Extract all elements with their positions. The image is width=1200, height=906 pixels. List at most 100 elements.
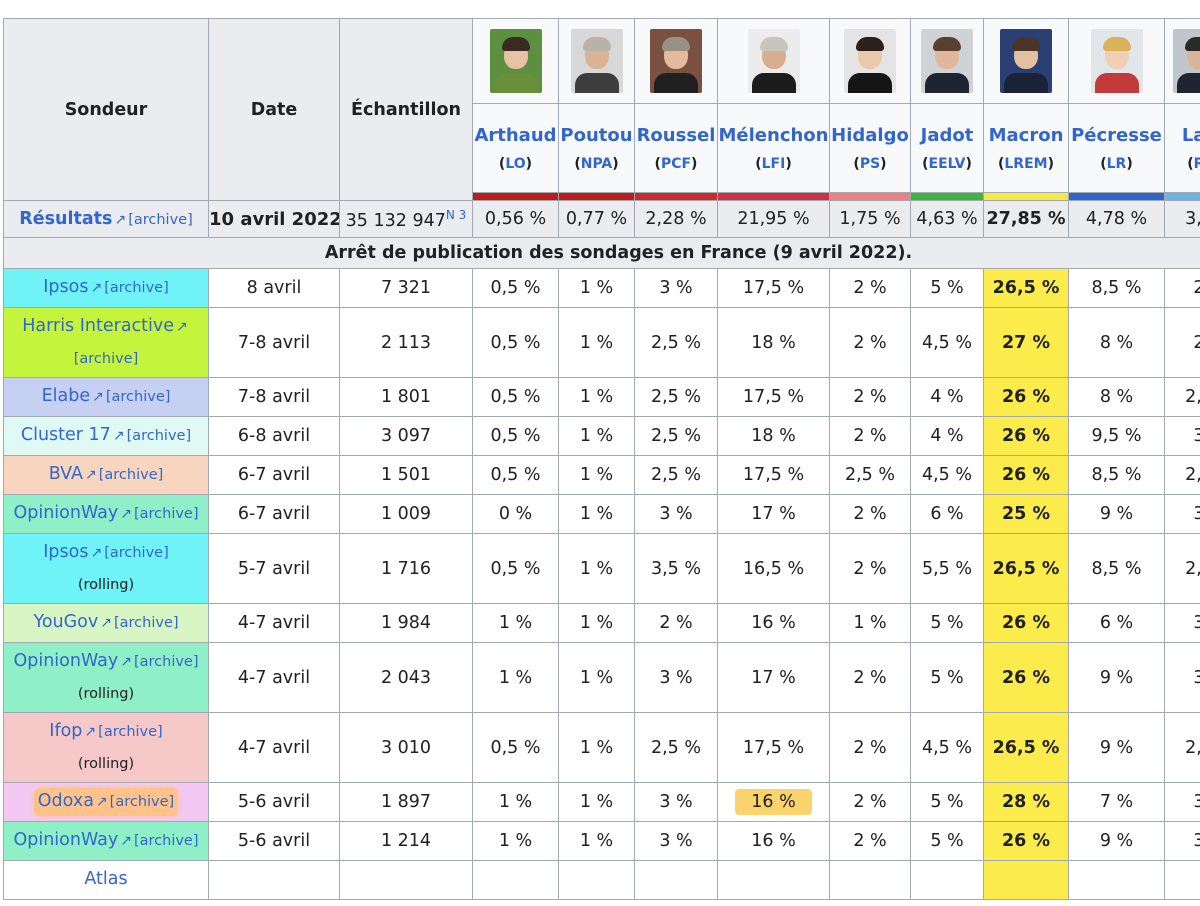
- header-sondeur[interactable]: Sondeur: [3, 18, 209, 201]
- poll-date: 6-8 avril: [208, 416, 340, 456]
- header-date[interactable]: Date: [208, 18, 340, 201]
- poll-row: Harris Interactive ↗[archive] 7-8 avril 2 1…: [3, 307, 1200, 378]
- poll-sample: 1 716: [339, 533, 473, 604]
- poll-value: 0,5 %: [472, 268, 559, 308]
- poll-value: 6 %: [1068, 603, 1165, 643]
- archive-link[interactable]: [archive]: [113, 615, 179, 632]
- candidate-name-link[interactable]: Macron: [988, 125, 1064, 146]
- party-color-bar: [634, 192, 718, 201]
- results-link[interactable]: Résultats: [19, 209, 113, 229]
- party-link[interactable]: PS: [859, 155, 881, 172]
- candidate-photo[interactable]: [489, 29, 542, 93]
- candidate-name-link[interactable]: Pécresse: [1071, 125, 1162, 146]
- candidate-photo[interactable]: [570, 29, 623, 93]
- pollster-link[interactable]: Ifop: [49, 721, 83, 741]
- pollster-link[interactable]: Ipsos: [43, 542, 89, 562]
- external-link-icon: ↗: [95, 794, 108, 811]
- party-link[interactable]: NPA: [580, 155, 613, 172]
- poll-value-text: 1 %: [579, 831, 614, 851]
- poll-value-text: 18 %: [751, 426, 796, 446]
- pollster-cell: Odoxa ↗ [archive]: [3, 782, 209, 822]
- poll-value-text: 3: [1193, 668, 1200, 688]
- archive-link[interactable]: [archive]: [104, 545, 169, 561]
- results-note-link[interactable]: N 3: [445, 207, 467, 222]
- party-link[interactable]: LFI: [761, 155, 786, 172]
- candidate-header: Arthaud (LO): [472, 103, 559, 193]
- poll-value: 3 %: [634, 494, 718, 534]
- pollster-link[interactable]: Atlas: [84, 869, 128, 890]
- candidate-photo[interactable]: [921, 29, 973, 93]
- poll-value-text: 9 %: [1099, 504, 1134, 524]
- candidate-name-link[interactable]: Arthaud: [474, 125, 557, 146]
- poll-value: 26 %: [983, 455, 1069, 495]
- archive-link[interactable]: [archive]: [133, 833, 199, 850]
- candidate-photo[interactable]: [650, 29, 702, 93]
- party-link[interactable]: LREM: [1004, 155, 1048, 172]
- candidate-name-link[interactable]: Las: [1181, 125, 1200, 146]
- archive-link[interactable]: [archive]: [133, 654, 199, 670]
- poll-value: 3: [1164, 821, 1200, 861]
- archive-link[interactable]: [archive]: [133, 506, 199, 523]
- archive-link[interactable]: [archive]: [109, 794, 175, 811]
- candidate-name-link[interactable]: Hidalgo: [831, 125, 909, 146]
- poll-value-text: 26,5 %: [992, 558, 1060, 579]
- candidate-photo[interactable]: [844, 29, 896, 93]
- poll-value-text: 1 %: [498, 831, 533, 851]
- candidate-name-link[interactable]: Roussel: [636, 125, 716, 146]
- poll-value-text: 1 %: [579, 558, 614, 579]
- candidate-name-link[interactable]: Jadot: [920, 125, 974, 146]
- archive-link[interactable]: [archive]: [104, 280, 169, 297]
- pollster-label-group: OpinionWay ↗ [archive]: [13, 503, 198, 523]
- poll-value: 5 %: [910, 782, 984, 822]
- poll-row: OpinionWay ↗ [archive] 5-6 avril 1 214 1 % 1 %…: [3, 821, 1200, 861]
- poll-value-text: 2 %: [853, 667, 887, 688]
- pollster-link[interactable]: Elabe: [41, 386, 91, 407]
- pollster-cell: Harris Interactive ↗ [archive]: [3, 307, 209, 378]
- poll-value: 1 %: [472, 603, 559, 643]
- poll-value: 2 %: [829, 268, 911, 308]
- candidate-photo[interactable]: [747, 29, 800, 93]
- external-link-icon: ↗: [112, 428, 125, 445]
- pollster-link[interactable]: OpinionWay: [13, 651, 119, 671]
- party-link[interactable]: EELV: [928, 155, 966, 172]
- pollster-link[interactable]: Ipsos: [43, 277, 89, 298]
- archive-link[interactable]: [archive]: [73, 350, 139, 367]
- pollster-link[interactable]: Cluster 17: [20, 425, 111, 446]
- pollster-link[interactable]: YouGov: [33, 612, 99, 633]
- candidate-photo[interactable]: [1090, 29, 1143, 93]
- pollster-link[interactable]: Harris Interactive: [22, 316, 175, 336]
- poll-value: 26,5 %: [983, 268, 1069, 308]
- candidate-name-link[interactable]: Poutou: [560, 125, 633, 146]
- results-sample: 35 132 947N 3: [339, 200, 473, 238]
- candidate-party: (EELV): [922, 155, 972, 172]
- poll-sample: 1 984: [339, 603, 473, 643]
- party-link[interactable]: LO: [505, 155, 526, 172]
- poll-value: 2,5 %: [634, 377, 718, 417]
- candidate-photo[interactable]: [1000, 29, 1052, 93]
- external-link-icon: ↗: [120, 506, 132, 523]
- archive-link[interactable]: [archive]: [126, 428, 192, 445]
- archive-link[interactable]: [archive]: [105, 389, 171, 406]
- poll-date: 5-6 avril: [208, 821, 340, 861]
- party-link[interactable]: LR: [1106, 155, 1127, 172]
- header-echantillon[interactable]: Échantillon: [339, 18, 473, 201]
- pollster-link[interactable]: Odoxa: [37, 791, 94, 812]
- poll-value-text: 8,5 %: [1091, 465, 1142, 485]
- candidate-name-link[interactable]: Mélenchon: [718, 125, 829, 146]
- party-link[interactable]: R: [1194, 156, 1200, 172]
- pollster-link[interactable]: BVA: [48, 464, 83, 485]
- pollster-link[interactable]: OpinionWay: [13, 830, 119, 851]
- poll-value: 3: [1164, 782, 1200, 822]
- pollster-link[interactable]: OpinionWay: [13, 503, 119, 524]
- candidate-party: (LFI): [755, 155, 792, 172]
- archive-link[interactable]: [archive]: [98, 724, 163, 740]
- poll-value-text: 2 %: [853, 558, 887, 579]
- party-link[interactable]: PCF: [660, 155, 692, 172]
- poll-value: 2,5: [1164, 533, 1200, 604]
- archive-link[interactable]: [archive]: [98, 467, 164, 484]
- results-archive-link[interactable]: [archive]: [128, 212, 193, 228]
- poll-value-text: 0,5 %: [490, 387, 541, 407]
- poll-value: 3,5 %: [634, 533, 718, 604]
- poll-row: Ipsos ↗ [archive] (rolling) 5-7 avril 1 716 0,…: [3, 533, 1200, 604]
- candidate-photo[interactable]: [1173, 29, 1200, 93]
